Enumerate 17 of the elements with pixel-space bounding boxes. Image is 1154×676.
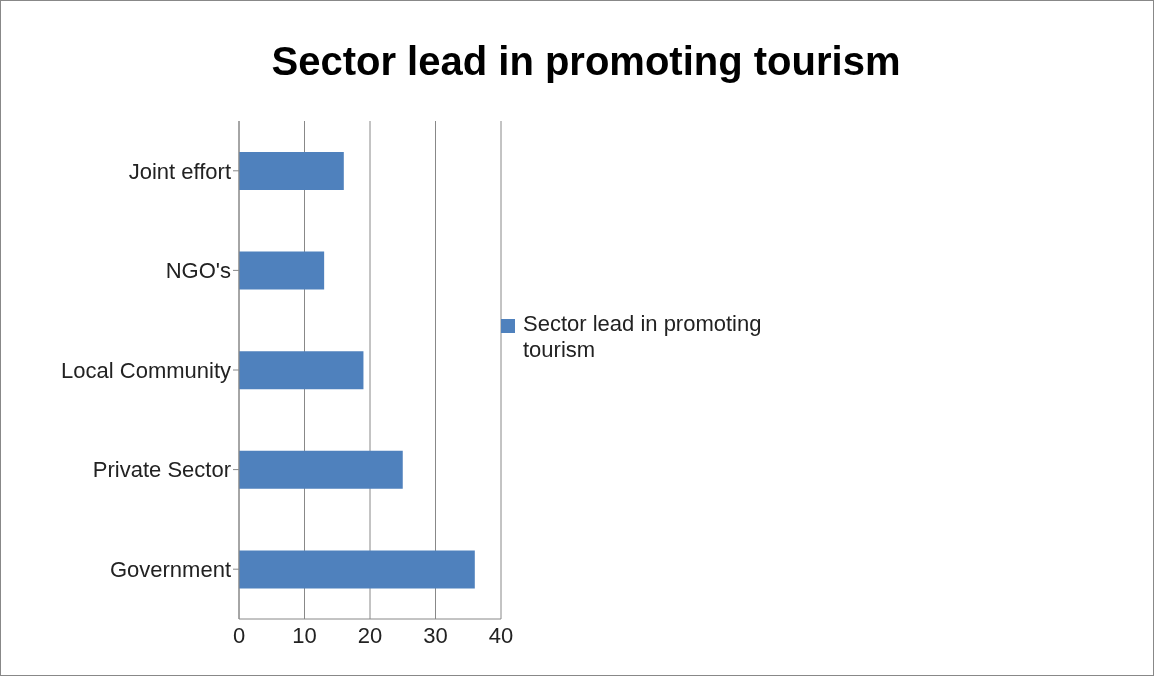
bar: [239, 351, 364, 390]
y-tick-label: Private Sector: [92, 457, 231, 483]
text: Sector lead in promoting tourism: [270, 39, 902, 84]
x-tick-label: 20: [357, 622, 383, 648]
y-tick-label: Government: [109, 557, 231, 583]
y-tick-label: Local Community: [61, 357, 231, 383]
bar: [239, 450, 403, 489]
bar: [239, 152, 344, 190]
y-tick-label: Joint effort: [128, 158, 231, 184]
y-tick-label: NGO's: [165, 258, 231, 284]
bar: [239, 251, 325, 290]
x-tick-label: 30: [423, 622, 448, 648]
x-tick-label: 0: [232, 622, 246, 648]
bar: [239, 550, 475, 589]
legend-label: Sector lead in promoting tourism: [523, 311, 763, 363]
x-tick-label: 40: [488, 622, 514, 648]
x-tick-label: 10: [292, 622, 317, 648]
